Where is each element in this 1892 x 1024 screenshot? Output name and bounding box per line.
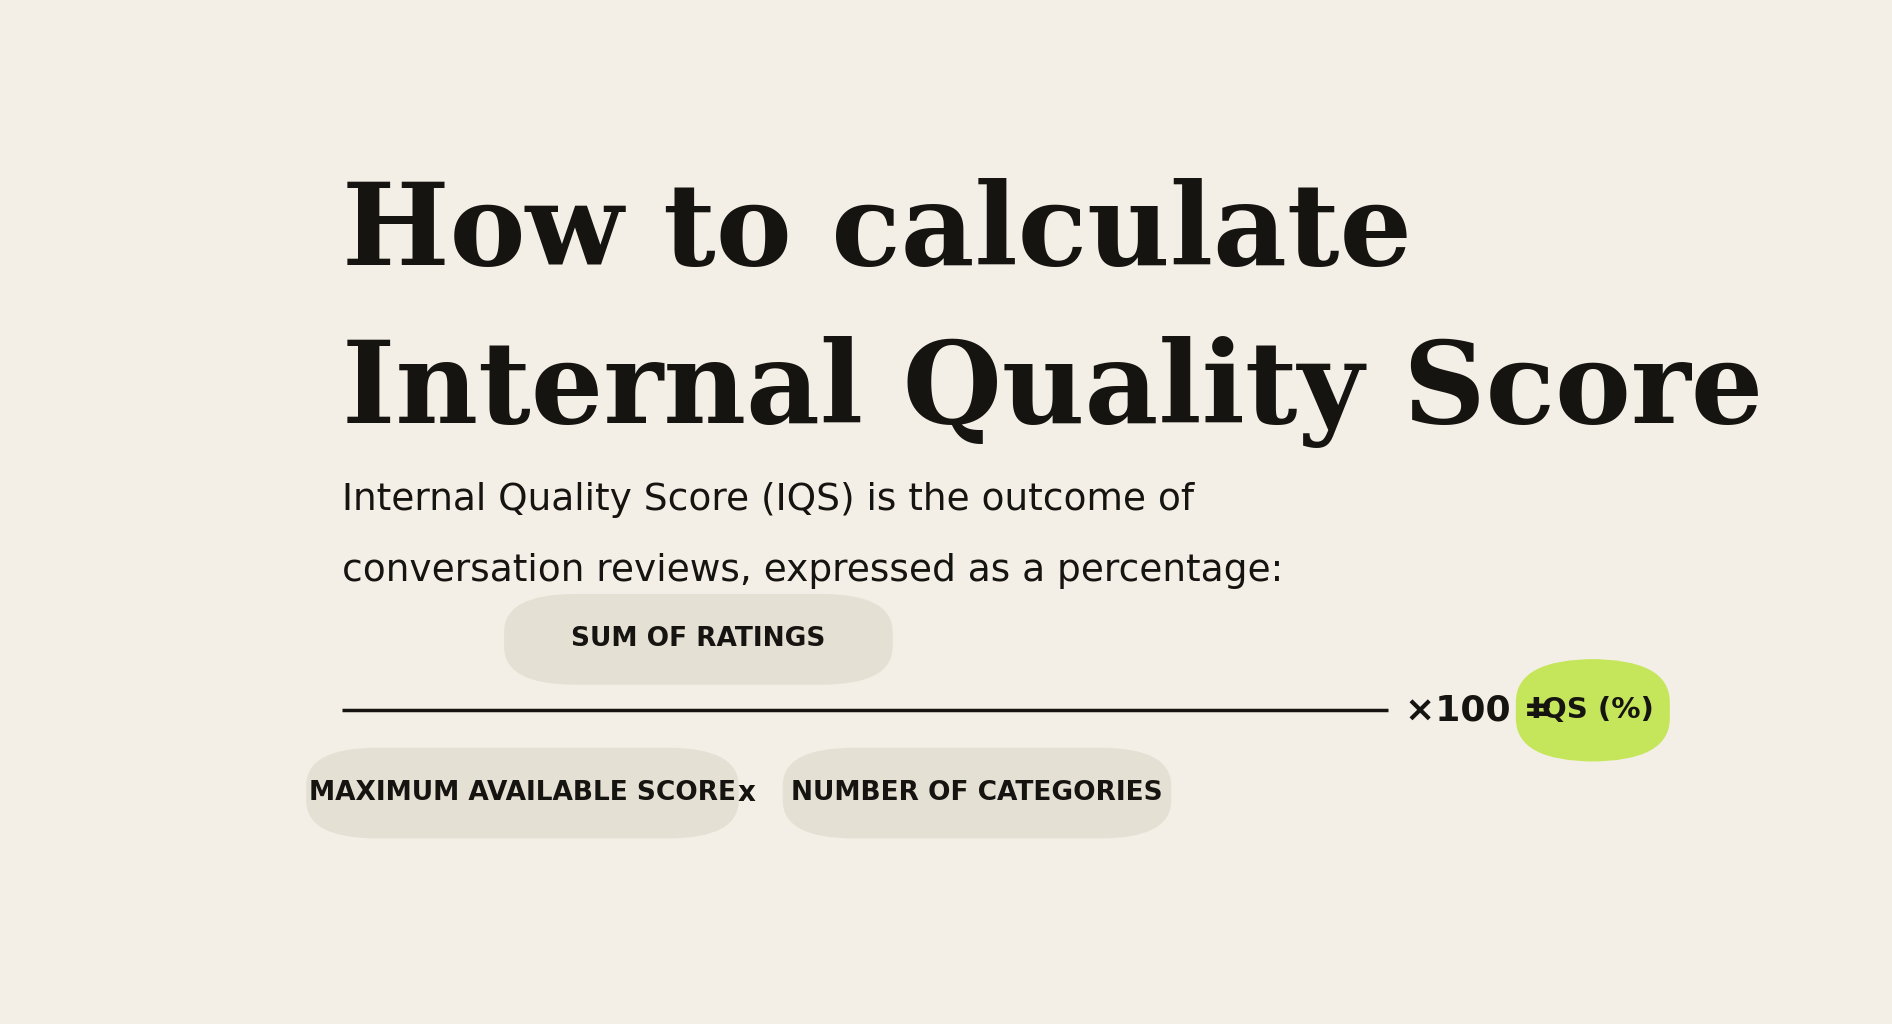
Text: How to calculate: How to calculate	[342, 178, 1411, 289]
FancyBboxPatch shape	[783, 748, 1171, 839]
Text: MAXIMUM AVAILABLE SCORE: MAXIMUM AVAILABLE SCORE	[308, 780, 736, 806]
Text: Internal Quality Score: Internal Quality Score	[342, 336, 1763, 447]
Text: conversation reviews, expressed as a percentage:: conversation reviews, expressed as a per…	[342, 553, 1283, 589]
FancyBboxPatch shape	[307, 748, 738, 839]
Text: SUM OF RATINGS: SUM OF RATINGS	[571, 627, 825, 652]
Text: NUMBER OF CATEGORIES: NUMBER OF CATEGORIES	[791, 780, 1164, 806]
Text: ×100 =: ×100 =	[1406, 693, 1553, 727]
FancyBboxPatch shape	[503, 594, 893, 685]
Text: IQS (%): IQS (%)	[1531, 696, 1654, 724]
Text: Internal Quality Score (IQS) is the outcome of: Internal Quality Score (IQS) is the outc…	[342, 481, 1194, 518]
FancyBboxPatch shape	[1515, 659, 1671, 762]
Text: x: x	[738, 779, 755, 807]
FancyBboxPatch shape	[259, 135, 1680, 899]
